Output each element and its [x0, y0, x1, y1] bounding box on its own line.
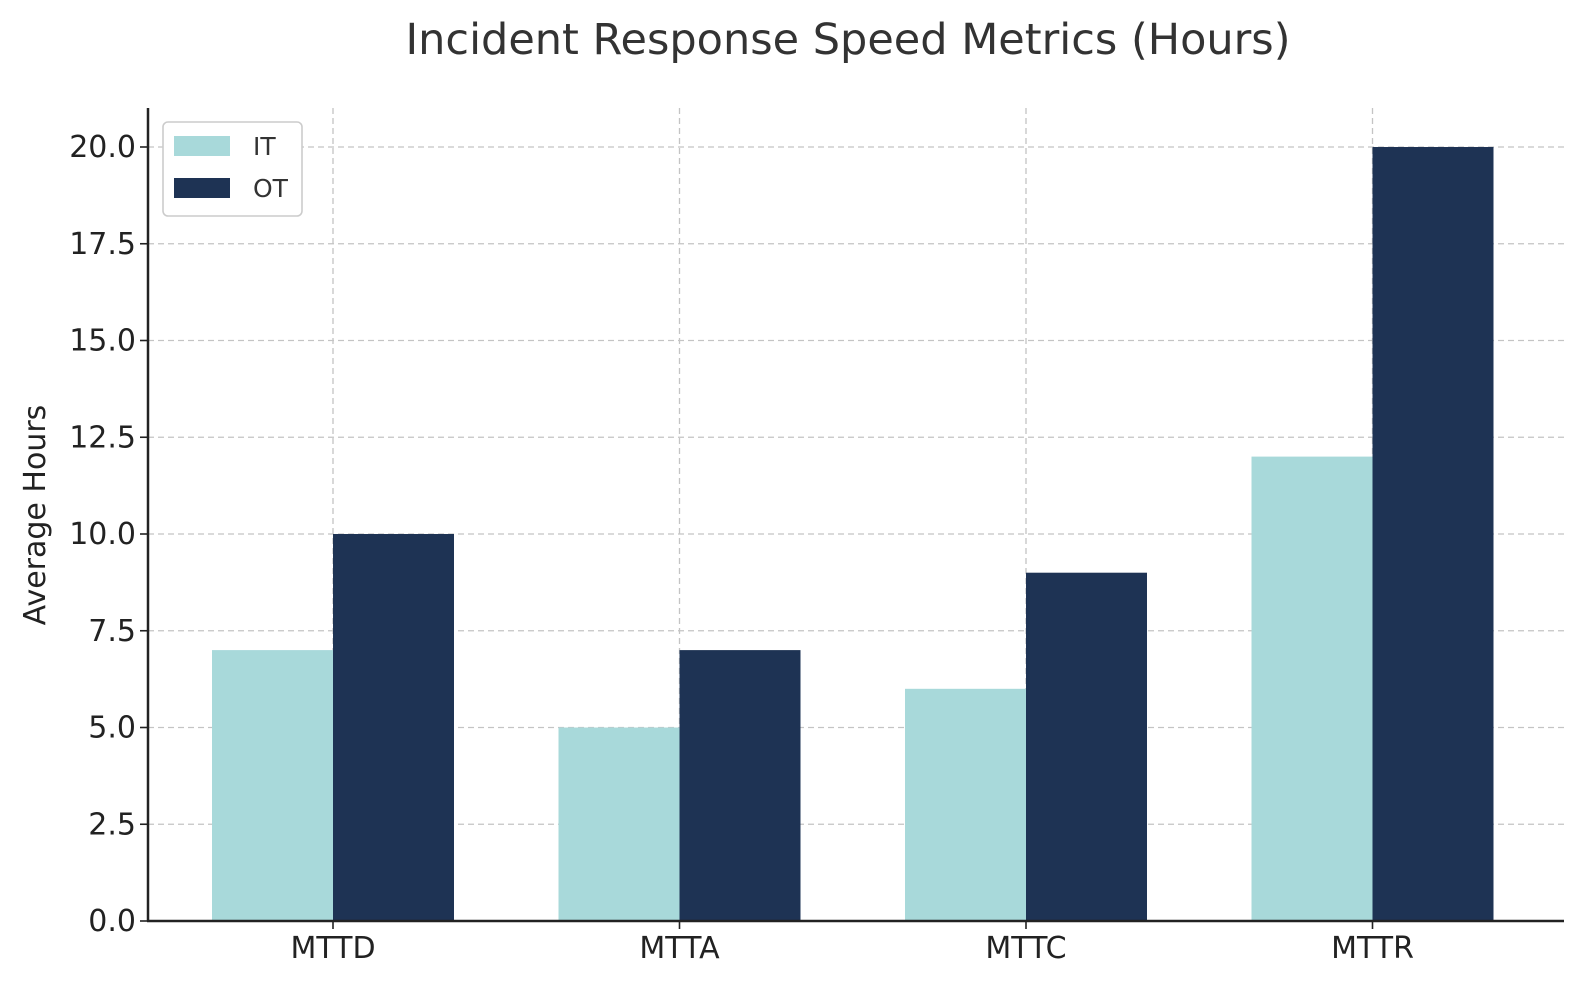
legend-label-ot: OT	[253, 174, 289, 203]
y-tick-label: 5.0	[88, 711, 136, 746]
bar-it-mttr	[1251, 456, 1373, 921]
y-tick-label: 12.5	[69, 420, 136, 455]
y-tick-label: 15.0	[69, 324, 136, 359]
legend-swatch-it	[174, 136, 230, 156]
bar-it-mtta	[558, 727, 680, 921]
x-tick-label: MTTR	[1331, 931, 1414, 966]
bar-it-mttd	[212, 650, 333, 921]
y-tick-label: 7.5	[88, 614, 136, 649]
y-tick-label: 17.5	[69, 227, 136, 262]
bars	[212, 147, 1494, 921]
y-tick-label: 10.0	[69, 517, 136, 552]
bar-ot-mttc	[1026, 572, 1147, 921]
legend-label-it: IT	[253, 132, 276, 161]
x-tick-label: MTTA	[639, 931, 720, 966]
y-tick-label: 20.0	[69, 130, 136, 165]
y-tick-label: 0.0	[88, 904, 136, 939]
legend: IT OT	[162, 121, 303, 217]
bar-ot-mttr	[1372, 147, 1494, 921]
bar-ot-mtta	[679, 650, 801, 921]
x-tick-label: MTTC	[985, 931, 1066, 966]
legend-swatch-ot	[174, 178, 230, 198]
bar-ot-mttd	[333, 534, 454, 921]
bar-it-mttc	[905, 688, 1026, 921]
chart-title: Incident Response Speed Metrics (Hours)	[406, 15, 1291, 65]
ticks: 0.0 2.5 5.0 7.5 10.0 12.5 15.0 17.5 20.0 MTTD MTTA…	[69, 130, 1414, 966]
x-tick-label: MTTD	[290, 931, 375, 966]
y-tick-label: 2.5	[88, 807, 136, 842]
y-axis-label: Average Hours	[18, 405, 53, 626]
